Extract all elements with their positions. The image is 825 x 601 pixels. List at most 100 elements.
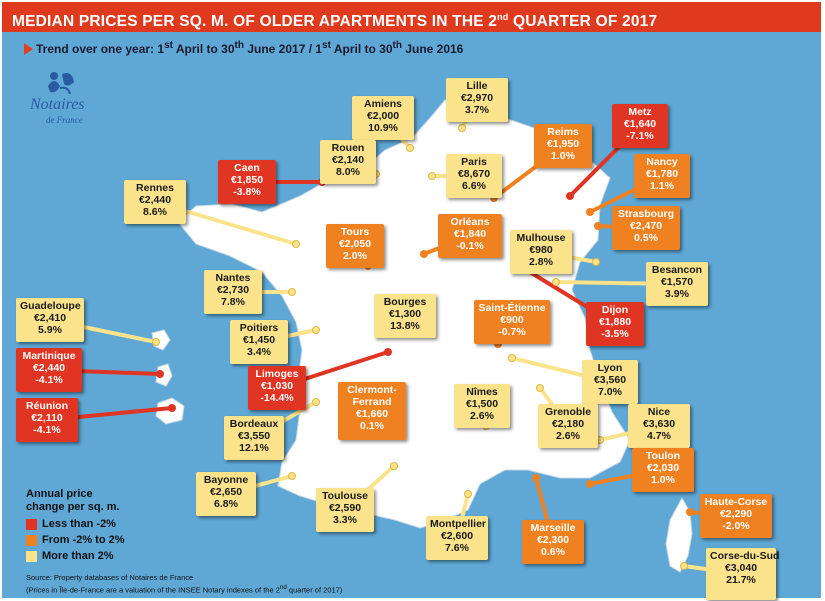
corsica-shape [665,496,693,573]
city-change: 6.6% [462,180,486,192]
city-label-saint-etienne: Saint-Étienne €900 -0.7% [474,300,550,344]
logo-subtitle: de France [46,115,83,125]
city-label-lille: Lille €2,970 3.7% [446,78,508,122]
city-dot-bayonne [288,472,296,480]
city-label-bayonne: Bayonne €2,650 6.8% [196,472,256,516]
city-change: 8.0% [336,166,360,178]
city-price: €2,970 [460,92,494,104]
city-price: €1,300 [388,308,422,320]
city-label-corse-du-sud: Corse-du-Sud €3,040 21.7% [706,548,779,600]
city-name: Toulon [645,450,681,462]
city-name: Caen [234,162,260,174]
city-change: -4.1% [35,374,63,386]
city-change: -7.1% [626,130,654,142]
legend-title: change per sq. m. [26,501,120,513]
city-dot-metz [566,192,574,200]
trend-part: June 2017 / 1 [244,42,323,56]
city-label-toulon: Toulon €2,030 1.0% [632,448,694,492]
city-dot-lille [458,124,466,132]
city-change: 2.0% [343,250,367,262]
legend-swatch [26,519,37,530]
city-name: Nîmes [466,386,498,398]
city-label-dijon: Dijon €1,880 -3.5% [586,302,644,346]
source-line: Source: Property databases of Notaires d… [26,573,194,582]
city-label-orleans: Orléans €1,840 -0.1% [438,214,502,258]
city-label-lyon: Lyon €3,560 7.0% [582,360,638,404]
city-change: -3.8% [233,186,261,198]
legend-item-red: Less than -2% [26,518,116,530]
logo-name: Notaires [30,96,85,113]
city-price: €2,030 [646,462,680,474]
city-change: 0.5% [634,232,658,244]
city-change: 2.6% [470,410,494,422]
city-price: €3,630 [642,418,676,430]
trend-part: Trend over one year: 1 [36,42,165,56]
city-price: €2,650 [209,486,243,498]
city-price: €2,000 [366,110,400,122]
legend-item-yellow: More than 2% [26,550,114,562]
city-price: €8,670 [457,168,491,180]
city-name: Nice [647,406,671,418]
city-name: Marseille [530,522,576,534]
city-change: 2.6% [556,430,580,442]
page-title: MEDIAN PRICES PER SQ. M. OF OLDER APARTM… [2,2,821,32]
source-note: Source: Property databases of Notaires d… [26,573,342,596]
city-change: 10.9% [368,122,398,134]
trend-part: April to 30 [330,42,393,56]
city-label-limoges: Limoges €1,030 -14.4% [248,366,306,410]
title-end: QUARTER OF 2017 [508,13,658,31]
city-name: Saint-Étienne [478,302,546,314]
city-change: 4.7% [647,430,671,442]
city-name: Dijon [601,304,629,316]
city-price: €2,590 [328,502,362,514]
city-label-nice: Nice €3,630 4.7% [628,404,690,448]
city-dot-marseille [532,474,540,482]
city-change: 3.7% [465,104,489,116]
city-label-strasbourg: Strasbourg €2,470 0.5% [612,206,680,250]
city-change: 5.9% [38,324,62,336]
city-change: 3.9% [665,288,689,300]
city-name: Rennes [136,182,174,194]
city-label-martinique: Martinique €2,440 -4.1% [16,348,82,392]
city-label-paris: Paris €8,670 6.6% [446,154,502,198]
city-change: 1.1% [650,180,674,192]
city-name: Rouen [331,142,365,154]
city-change: 1.0% [551,150,575,162]
city-price: €3,550 [237,430,271,442]
city-label-nantes: Nantes €2,730 7.8% [204,270,262,314]
city-dot-haute-corse [686,508,694,516]
city-label-montpellier: Montpellier €2,600 7.6% [426,516,488,560]
city-dot-rennes [292,240,300,248]
city-dot-martinique [156,370,164,378]
city-label-rennes: Rennes €2,440 8.6% [124,180,186,224]
city-label-grenoble: Grenoble €2,180 2.6% [538,404,598,448]
city-change: -4.1% [33,424,61,436]
city-label-bourges: Bourges €1,300 13.8% [374,294,436,338]
city-label-nimes: Nîmes €1,500 2.6% [454,384,510,428]
city-name: Mulhouse [516,232,566,244]
legend-label: More than 2% [42,550,114,562]
legend-label: From -2% to 2% [42,534,125,546]
city-dot-orleans [420,250,428,258]
city-label-reims: Reims €1,950 1.0% [534,124,592,168]
trend-sup: th [392,40,402,51]
city-name: Lille [466,80,488,92]
trend-sup: st [322,40,331,51]
city-dot-poitiers [312,326,320,334]
city-price: €1,030 [260,380,294,392]
city-label-marseille: Marseille €2,300 0.6% [522,520,584,564]
city-name: Bayonne [203,474,249,486]
city-name: Martinique [22,350,76,362]
city-label-amiens: Amiens €2,000 10.9% [352,96,414,140]
city-price: €1,840 [453,228,487,240]
source-sup: nd [279,584,287,591]
city-label-caen: Caen €1,850 -3.8% [218,160,276,204]
trend-arrow-icon [24,43,33,55]
city-price: €2,050 [338,238,372,250]
city-price: €2,410 [33,312,67,324]
city-dot-toulouse [390,462,398,470]
trend-part: April to 30 [172,42,235,56]
city-price: €2,730 [216,284,250,296]
city-label-toulouse: Toulouse €2,590 3.3% [316,488,374,532]
city-name: Limoges [255,368,299,380]
